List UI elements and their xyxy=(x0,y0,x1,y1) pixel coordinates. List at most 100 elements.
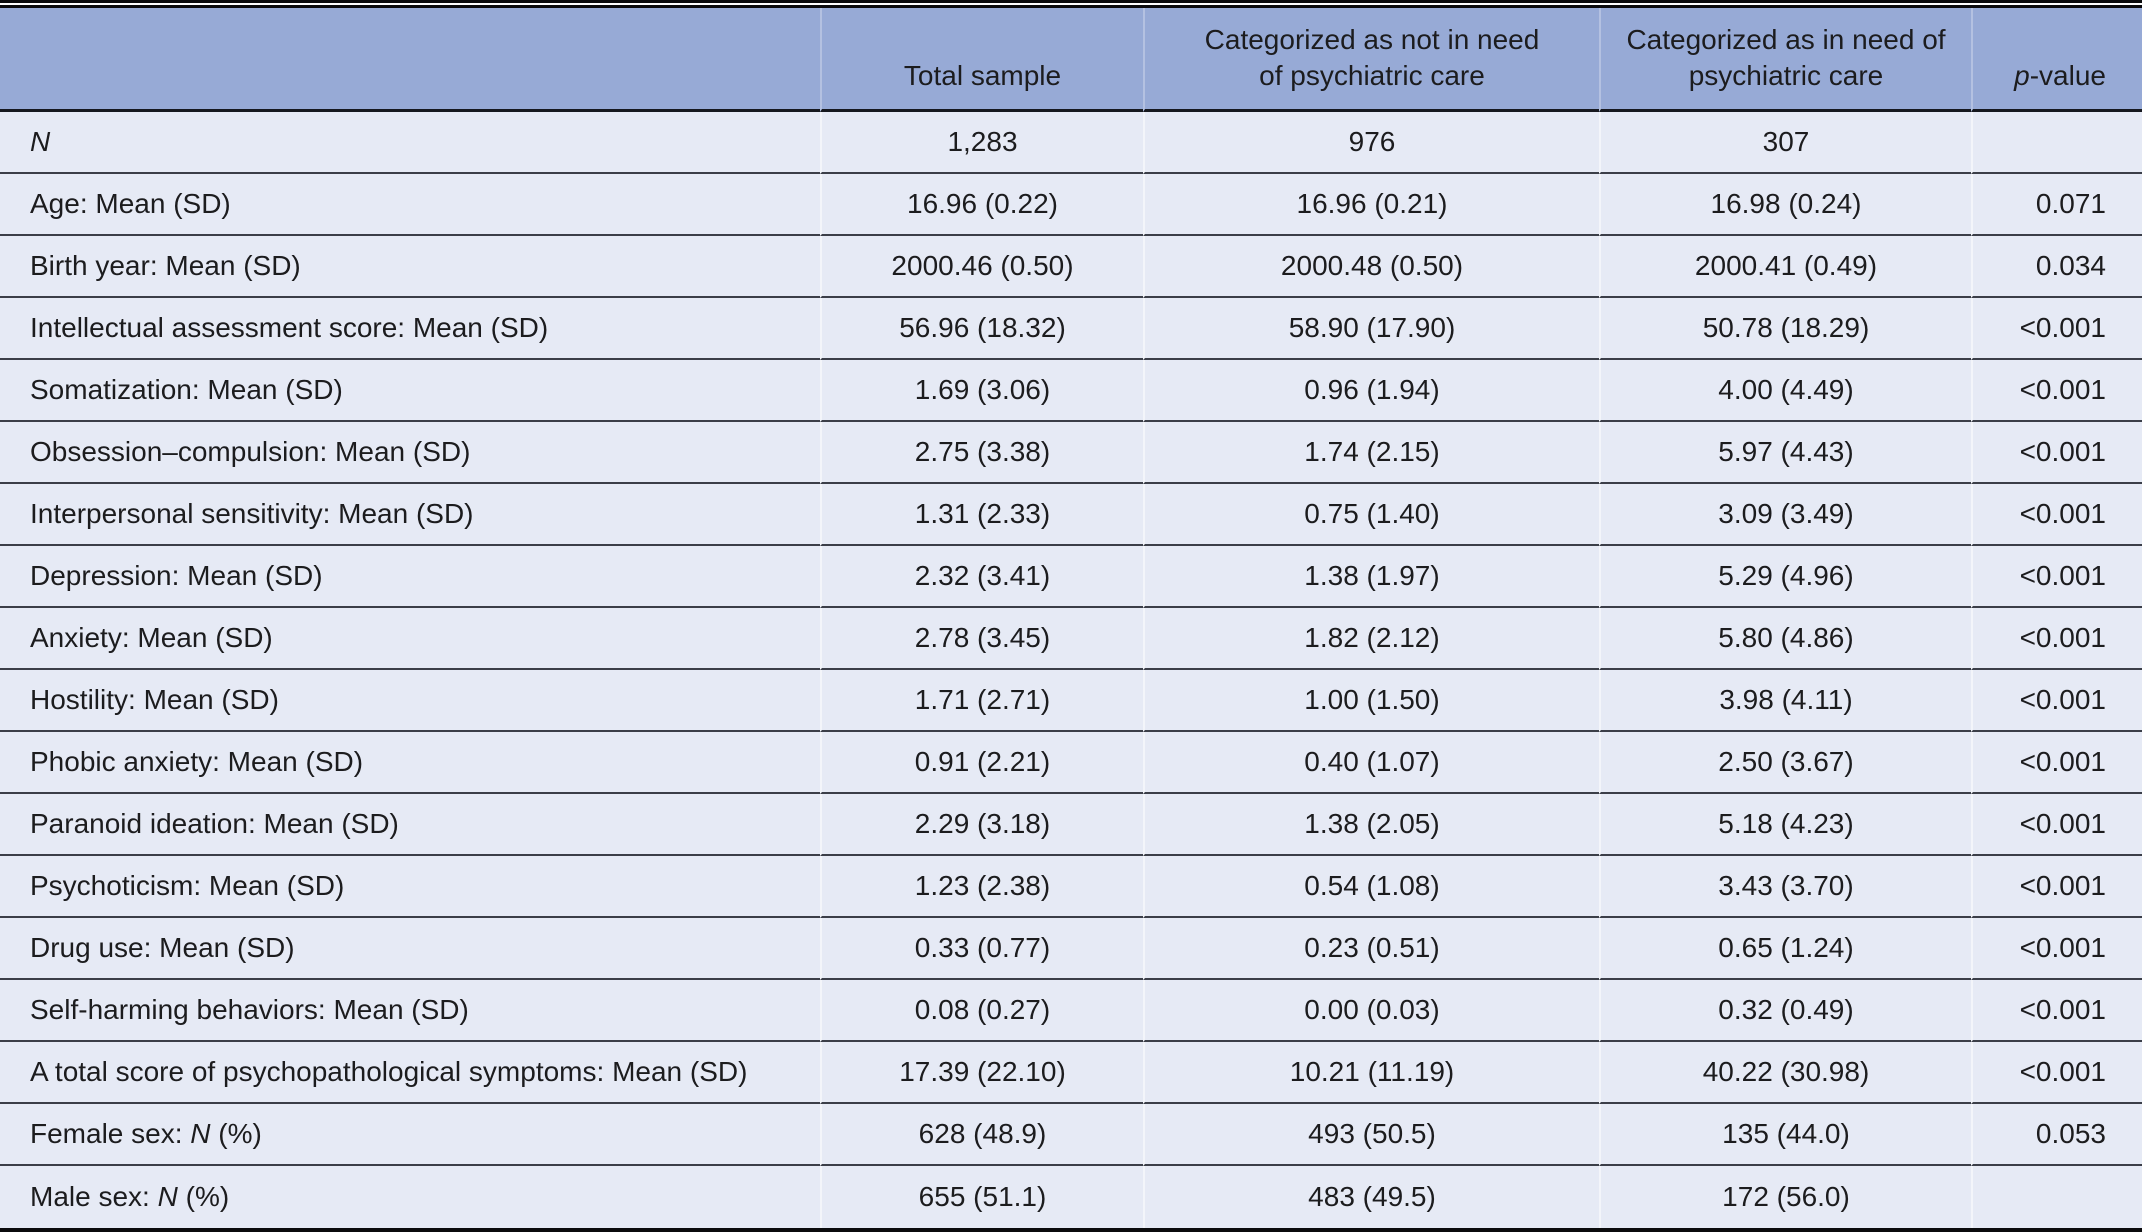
value-cell: 10.21 (11.19) xyxy=(1143,1042,1599,1104)
row-label: Female sex: N (%) xyxy=(0,1104,820,1166)
value-cell: 483 (49.5) xyxy=(1143,1166,1599,1228)
value-cell: 16.96 (0.21) xyxy=(1143,174,1599,236)
value-cell: 40.22 (30.98) xyxy=(1599,1042,1971,1104)
p-value-cell: <0.001 xyxy=(1971,298,2142,360)
header-empty-cell xyxy=(0,8,820,112)
header-total-sample: Total sample xyxy=(820,8,1143,112)
value-cell: 1.82 (2.12) xyxy=(1143,608,1599,670)
row-label: N xyxy=(0,112,820,174)
value-cell: 2.29 (3.18) xyxy=(820,794,1143,856)
value-cell: 1.38 (2.05) xyxy=(1143,794,1599,856)
value-cell: 5.29 (4.96) xyxy=(1599,546,1971,608)
value-cell: 4.00 (4.49) xyxy=(1599,360,1971,422)
table-row: Male sex: N (%) 655 (51.1) 483 (49.5) 172 (… xyxy=(0,1166,2142,1228)
value-cell: 1.38 (1.97) xyxy=(1143,546,1599,608)
p-value-cell xyxy=(1971,112,2142,174)
table-row: Birth year: Mean (SD) 2000.46 (0.50) 2000.… xyxy=(0,236,2142,298)
value-cell: 307 xyxy=(1599,112,1971,174)
table-row: Anxiety: Mean (SD) 2.78 (3.45) 1.82 (2.12)… xyxy=(0,608,2142,670)
header-row: Total sample Categorized as not in need … xyxy=(0,8,2142,112)
value-cell: 0.54 (1.08) xyxy=(1143,856,1599,918)
row-label: Drug use: Mean (SD) xyxy=(0,918,820,980)
value-cell: 2000.46 (0.50) xyxy=(820,236,1143,298)
row-label: Intellectual assessment score: Mean (SD) xyxy=(0,298,820,360)
p-value-cell: <0.001 xyxy=(1971,484,2142,546)
value-cell: 0.75 (1.40) xyxy=(1143,484,1599,546)
value-cell: 17.39 (22.10) xyxy=(820,1042,1143,1104)
value-cell: 1.23 (2.38) xyxy=(820,856,1143,918)
value-cell: 5.97 (4.43) xyxy=(1599,422,1971,484)
p-value-cell: 0.053 xyxy=(1971,1104,2142,1166)
row-label: Psychoticism: Mean (SD) xyxy=(0,856,820,918)
value-cell: 0.00 (0.03) xyxy=(1143,980,1599,1042)
p-value-cell: <0.001 xyxy=(1971,918,2142,980)
header-in-need-of-care: Categorized as in need of psychiatric ca… xyxy=(1599,8,1971,112)
value-cell: 1,283 xyxy=(820,112,1143,174)
value-cell: 0.96 (1.94) xyxy=(1143,360,1599,422)
p-value-italic-p: p xyxy=(2014,60,2030,91)
table-row: Female sex: N (%) 628 (48.9) 493 (50.5) 135… xyxy=(0,1104,2142,1166)
value-cell: 58.90 (17.90) xyxy=(1143,298,1599,360)
p-value-suffix: -value xyxy=(2029,60,2106,91)
value-cell: 3.98 (4.11) xyxy=(1599,670,1971,732)
value-cell: 2000.41 (0.49) xyxy=(1599,236,1971,298)
row-label: A total score of psychopathological symp… xyxy=(0,1042,820,1104)
table-row: Hostility: Mean (SD) 1.71 (2.71) 1.00 (1.5… xyxy=(0,670,2142,732)
row-label: Hostility: Mean (SD) xyxy=(0,670,820,732)
value-cell: 0.65 (1.24) xyxy=(1599,918,1971,980)
p-value-cell: <0.001 xyxy=(1971,546,2142,608)
row-label: Somatization: Mean (SD) xyxy=(0,360,820,422)
value-cell: 628 (48.9) xyxy=(820,1104,1143,1166)
value-cell: 1.00 (1.50) xyxy=(1143,670,1599,732)
value-cell: 2.78 (3.45) xyxy=(820,608,1143,670)
row-label: Male sex: N (%) xyxy=(0,1166,820,1228)
value-cell: 0.33 (0.77) xyxy=(820,918,1143,980)
value-cell: 2.50 (3.67) xyxy=(1599,732,1971,794)
value-cell: 2.32 (3.41) xyxy=(820,546,1143,608)
row-label: Self-harming behaviors: Mean (SD) xyxy=(0,980,820,1042)
p-value-cell: 0.071 xyxy=(1971,174,2142,236)
p-value-cell: <0.001 xyxy=(1971,980,2142,1042)
header-not-in-need-of-care: Categorized as not in need of psychiatri… xyxy=(1143,8,1599,112)
row-label: Paranoid ideation: Mean (SD) xyxy=(0,794,820,856)
value-cell: 56.96 (18.32) xyxy=(820,298,1143,360)
value-cell: 5.80 (4.86) xyxy=(1599,608,1971,670)
value-cell: 1.71 (2.71) xyxy=(820,670,1143,732)
header-p-value: p-value xyxy=(1971,8,2142,112)
value-cell: 5.18 (4.23) xyxy=(1599,794,1971,856)
table-row: Somatization: Mean (SD) 1.69 (3.06) 0.96 (… xyxy=(0,360,2142,422)
table-row: Intellectual assessment score: Mean (SD)… xyxy=(0,298,2142,360)
table-row: Psychoticism: Mean (SD) 1.23 (2.38) 0.54 (… xyxy=(0,856,2142,918)
value-cell: 135 (44.0) xyxy=(1599,1104,1971,1166)
table-row: N 1,283 976 307 xyxy=(0,112,2142,174)
value-cell: 16.98 (0.24) xyxy=(1599,174,1971,236)
value-cell: 1.74 (2.15) xyxy=(1143,422,1599,484)
p-value-cell: <0.001 xyxy=(1971,608,2142,670)
table-row: Obsession–compulsion: Mean (SD) 2.75 (3.3… xyxy=(0,422,2142,484)
p-value-cell: <0.001 xyxy=(1971,670,2142,732)
value-cell: 493 (50.5) xyxy=(1143,1104,1599,1166)
value-cell: 655 (51.1) xyxy=(820,1166,1143,1228)
table-row: Self-harming behaviors: Mean (SD) 0.08 (0… xyxy=(0,980,2142,1042)
value-cell: 0.32 (0.49) xyxy=(1599,980,1971,1042)
table-row: Phobic anxiety: Mean (SD) 0.91 (2.21) 0.40… xyxy=(0,732,2142,794)
row-label: Phobic anxiety: Mean (SD) xyxy=(0,732,820,794)
table-row: Depression: Mean (SD) 2.32 (3.41) 1.38 (1.… xyxy=(0,546,2142,608)
value-cell: 0.08 (0.27) xyxy=(820,980,1143,1042)
value-cell: 16.96 (0.22) xyxy=(820,174,1143,236)
p-value-cell: <0.001 xyxy=(1971,856,2142,918)
table-row: Paranoid ideation: Mean (SD) 2.29 (3.18) 1… xyxy=(0,794,2142,856)
p-value-cell: <0.001 xyxy=(1971,360,2142,422)
row-label: Obsession–compulsion: Mean (SD) xyxy=(0,422,820,484)
row-label: Birth year: Mean (SD) xyxy=(0,236,820,298)
row-label: Depression: Mean (SD) xyxy=(0,546,820,608)
value-cell: 1.31 (2.33) xyxy=(820,484,1143,546)
value-cell: 2000.48 (0.50) xyxy=(1143,236,1599,298)
table-row: Drug use: Mean (SD) 0.33 (0.77) 0.23 (0.51… xyxy=(0,918,2142,980)
value-cell: 976 xyxy=(1143,112,1599,174)
value-cell: 3.09 (3.49) xyxy=(1599,484,1971,546)
p-value-cell: <0.001 xyxy=(1971,1042,2142,1104)
sample-characteristics-table: Total sample Categorized as not in need … xyxy=(0,8,2142,1228)
table-row: Interpersonal sensitivity: Mean (SD) 1.31… xyxy=(0,484,2142,546)
